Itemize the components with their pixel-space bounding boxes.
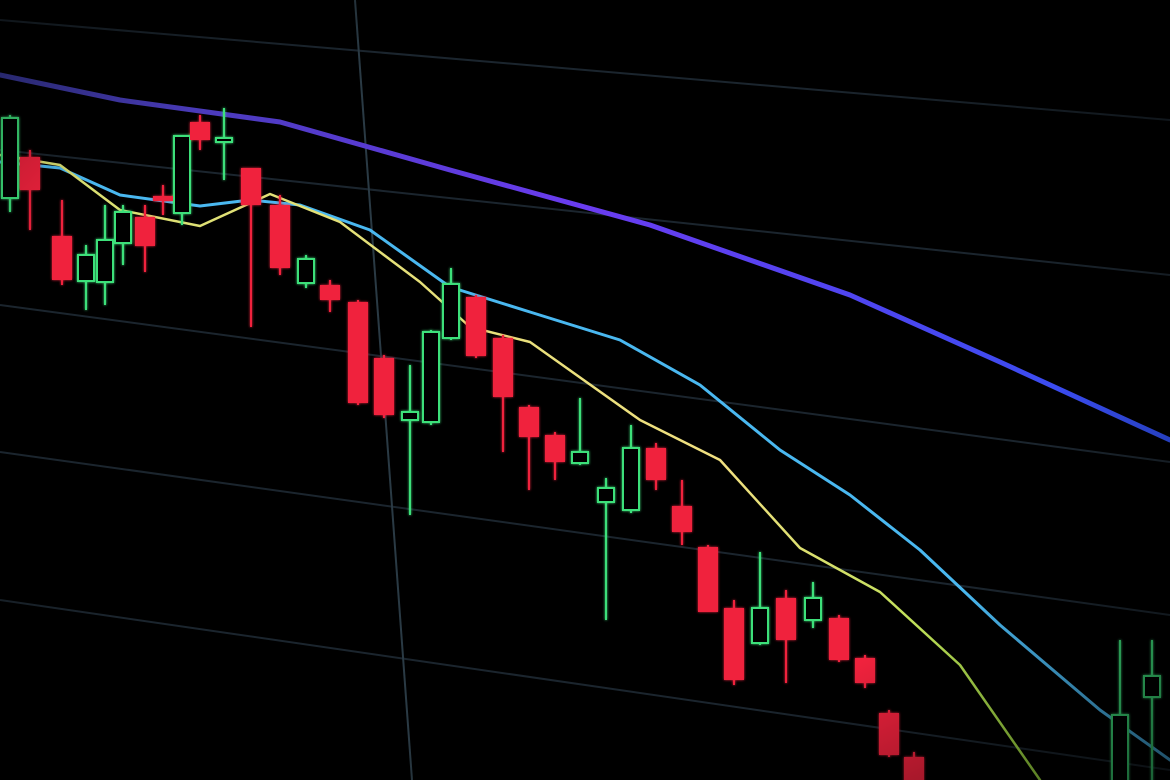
vignette xyxy=(0,0,1170,780)
chart-photo xyxy=(0,0,1170,780)
candlestick-chart xyxy=(0,0,1170,780)
